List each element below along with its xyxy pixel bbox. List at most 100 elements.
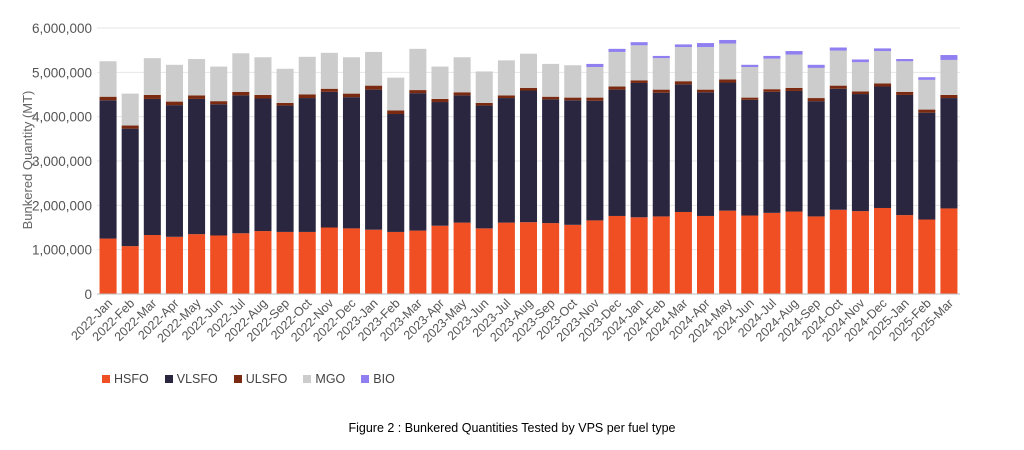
bar-vlsfo-2023-Dec xyxy=(608,89,626,216)
bar-vlsfo-2024-Aug xyxy=(785,90,803,212)
bar-ulsfo-2024-Jul xyxy=(763,89,781,92)
bar-bio-2024-Jun xyxy=(741,64,759,68)
bar-hsfo-2024-Sep xyxy=(807,216,825,294)
bar-mgo-2022-May xyxy=(188,59,206,96)
bar-mgo-2025-Feb xyxy=(918,79,936,110)
bar-hsfo-2024-Jun xyxy=(741,215,759,294)
bar-hsfo-2024-Aug xyxy=(785,211,803,294)
bar-hsfo-2022-May xyxy=(188,234,206,294)
bar-vlsfo-2023-Oct xyxy=(564,100,582,225)
bar-mgo-2024-Jun xyxy=(741,67,759,98)
y-tick-label: 0 xyxy=(84,287,92,302)
bar-bio-2024-Sep xyxy=(807,64,825,68)
bar-ulsfo-2024-Oct xyxy=(829,85,847,89)
bar-mgo-2024-Oct xyxy=(829,50,847,86)
bar-ulsfo-2023-Nov xyxy=(586,97,604,101)
bar-ulsfo-2023-Jun xyxy=(475,102,493,106)
bar-ulsfo-2022-Jul xyxy=(232,91,250,96)
bar-hsfo-2022-Jun xyxy=(210,235,228,294)
bar-mgo-2023-Aug xyxy=(519,53,538,88)
bar-hsfo-2023-Feb xyxy=(387,231,405,294)
bar-ulsfo-2023-Mar xyxy=(409,90,427,94)
bar-ulsfo-2022-Sep xyxy=(276,102,294,106)
bar-mgo-2023-Sep xyxy=(542,63,560,97)
bunkered-quantity-chart: 0 1,000,000 2,000,000 3,000,000 4,000,000 5,0… xyxy=(20,21,960,345)
bar-mgo-2024-Apr xyxy=(697,47,715,90)
bar-bio-2024-Oct xyxy=(829,47,847,51)
bar-hsfo-2024-Jan xyxy=(630,217,648,294)
bar-bio-2024-Feb xyxy=(652,55,670,59)
bar-ulsfo-2024-Aug xyxy=(785,87,803,91)
bar-mgo-2024-Jan xyxy=(630,45,648,81)
bar-vlsfo-2022-Sep xyxy=(276,105,294,232)
bar-mgo-2023-Dec xyxy=(608,51,626,87)
bar-ulsfo-2023-May xyxy=(453,92,471,96)
bar-ulsfo-2023-Dec xyxy=(608,86,626,90)
bar-vlsfo-2024-Nov xyxy=(851,94,869,212)
bar-vlsfo-2022-Jun xyxy=(210,104,228,236)
bar-mgo-2024-Sep xyxy=(807,67,825,99)
legend-label: HSFO xyxy=(114,372,149,386)
bar-hsfo-2024-Nov xyxy=(851,211,869,294)
bar-hsfo-2022-Nov xyxy=(320,227,338,294)
bar-mgo-2023-Jun xyxy=(475,71,493,103)
bar-ulsfo-2024-Jun xyxy=(741,97,759,100)
y-tick-label: 1,000,000 xyxy=(32,243,92,258)
bar-ulsfo-2022-Apr xyxy=(165,101,183,106)
bar-mgo-2022-Oct xyxy=(298,56,316,95)
bar-ulsfo-2024-Nov xyxy=(851,91,869,95)
bar-ulsfo-2022-Oct xyxy=(298,94,316,99)
bar-hsfo-2022-Aug xyxy=(254,231,272,294)
bar-vlsfo-2023-Mar xyxy=(409,93,427,231)
bar-bio-2024-Dec xyxy=(874,48,892,52)
bar-vlsfo-2023-May xyxy=(453,95,471,223)
legend-label: ULSFO xyxy=(245,372,288,386)
legend-swatch xyxy=(361,375,370,383)
bar-ulsfo-2024-Dec xyxy=(874,83,892,87)
bar-vlsfo-2023-Jun xyxy=(475,105,493,229)
bar-vlsfo-2024-Mar xyxy=(674,84,692,212)
bar-ulsfo-2023-Jul xyxy=(497,95,515,99)
bar-bio-2023-Dec xyxy=(608,48,626,52)
bar-bio-2024-Nov xyxy=(851,59,869,63)
bar-hsfo-2022-Mar xyxy=(143,235,161,294)
bar-ulsfo-2024-Apr xyxy=(697,89,715,93)
bar-hsfo-2024-Jul xyxy=(763,212,781,294)
legend-item-mgo: MGO xyxy=(303,372,345,386)
bar-hsfo-2022-Oct xyxy=(298,231,316,294)
bar-ulsfo-2024-Jan xyxy=(630,80,648,83)
legend-swatch xyxy=(233,375,242,383)
bar-hsfo-2024-May xyxy=(719,210,737,294)
legend-swatch xyxy=(303,375,312,383)
bar-hsfo-2024-Mar xyxy=(674,211,692,294)
bar-mgo-2024-Aug xyxy=(785,54,803,88)
bar-bio-2025-Jan xyxy=(896,59,914,62)
bar-vlsfo-2023-Feb xyxy=(387,114,405,232)
bar-mgo-2024-Mar xyxy=(674,47,692,82)
bar-hsfo-2025-Jan xyxy=(896,215,914,294)
bar-mgo-2024-Dec xyxy=(874,51,892,84)
bar-ulsfo-2022-Jan xyxy=(99,96,117,101)
legend-label: BIO xyxy=(373,372,395,386)
bar-hsfo-2023-Aug xyxy=(519,222,538,294)
bar-mgo-2022-Apr xyxy=(165,64,183,102)
bar-vlsfo-2022-May xyxy=(188,98,206,235)
y-tick-label: 5,000,000 xyxy=(32,65,92,80)
bar-hsfo-2025-Mar xyxy=(940,208,958,294)
bar-mgo-2025-Jan xyxy=(896,61,914,92)
legend-item-vlsfo: VLSFO xyxy=(164,372,218,386)
y-tick-label: 3,000,000 xyxy=(32,154,92,169)
bar-vlsfo-2024-Apr xyxy=(697,92,715,216)
bar-mgo-2023-Jan xyxy=(365,51,383,86)
bar-vlsfo-2025-Mar xyxy=(940,98,958,209)
bar-bio-2024-Jul xyxy=(763,55,781,59)
bar-bio-2024-Jan xyxy=(630,42,648,46)
bar-hsfo-2023-Jun xyxy=(475,228,493,294)
bar-mgo-2022-Feb xyxy=(121,93,139,126)
bar-vlsfo-2024-Jan xyxy=(630,82,648,218)
bar-bio-2024-Apr xyxy=(697,43,715,48)
bar-ulsfo-2024-Sep xyxy=(807,98,825,102)
legend-item-bio: BIO xyxy=(361,372,395,386)
bar-hsfo-2023-May xyxy=(453,222,471,294)
bar-vlsfo-2022-Dec xyxy=(342,97,360,229)
